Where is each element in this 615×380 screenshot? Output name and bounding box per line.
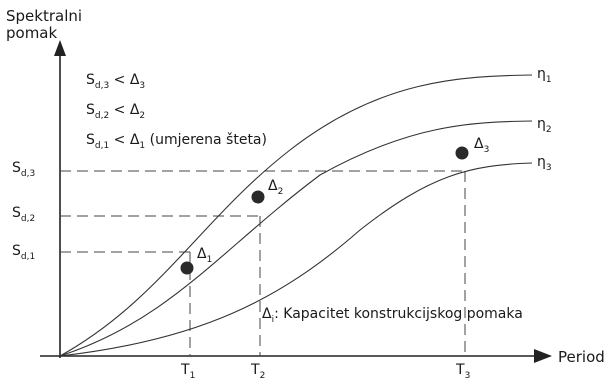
y-tick-sd1: Sd,1	[12, 243, 35, 262]
condition-line-1: Sd,3 < Δ3	[86, 72, 145, 91]
x-tick-t3: T3	[455, 362, 470, 380]
curve-eta-1	[59, 74, 533, 357]
x-tick-t1: T1	[180, 362, 195, 380]
point-label-delta-2: Δ2	[268, 178, 283, 197]
y-axis-label-line2: pomak	[6, 24, 58, 42]
y-axis-arrow	[54, 40, 66, 56]
condition-line-2: Sd,2 < Δ2	[86, 102, 145, 121]
y-axis-label-line1: Spektralni	[6, 7, 82, 25]
capacity-note: Δi: Kapacitet konstrukcijskog pomaka	[262, 306, 523, 325]
point-delta-3	[455, 146, 469, 160]
curve-label-eta-3: η3	[537, 154, 552, 173]
point-label-delta-3: Δ3	[474, 136, 489, 155]
point-delta-2	[251, 190, 265, 204]
point-delta-1	[180, 261, 194, 275]
curve-label-eta-1: η1	[537, 66, 552, 85]
y-tick-sd2: Sd,2	[12, 205, 35, 224]
x-axis-label: Period	[558, 348, 605, 366]
x-tick-t2: T2	[250, 362, 265, 380]
curve-eta-2	[59, 120, 533, 357]
condition-line-3: Sd,1 < Δ1 (umjerena šteta)	[86, 132, 267, 151]
x-axis-arrow	[534, 349, 552, 363]
point-label-delta-1: Δ1	[197, 246, 212, 265]
curve-eta-3	[59, 162, 533, 357]
curve-label-eta-2: η2	[537, 116, 552, 135]
y-tick-sd3: Sd,3	[12, 160, 35, 179]
